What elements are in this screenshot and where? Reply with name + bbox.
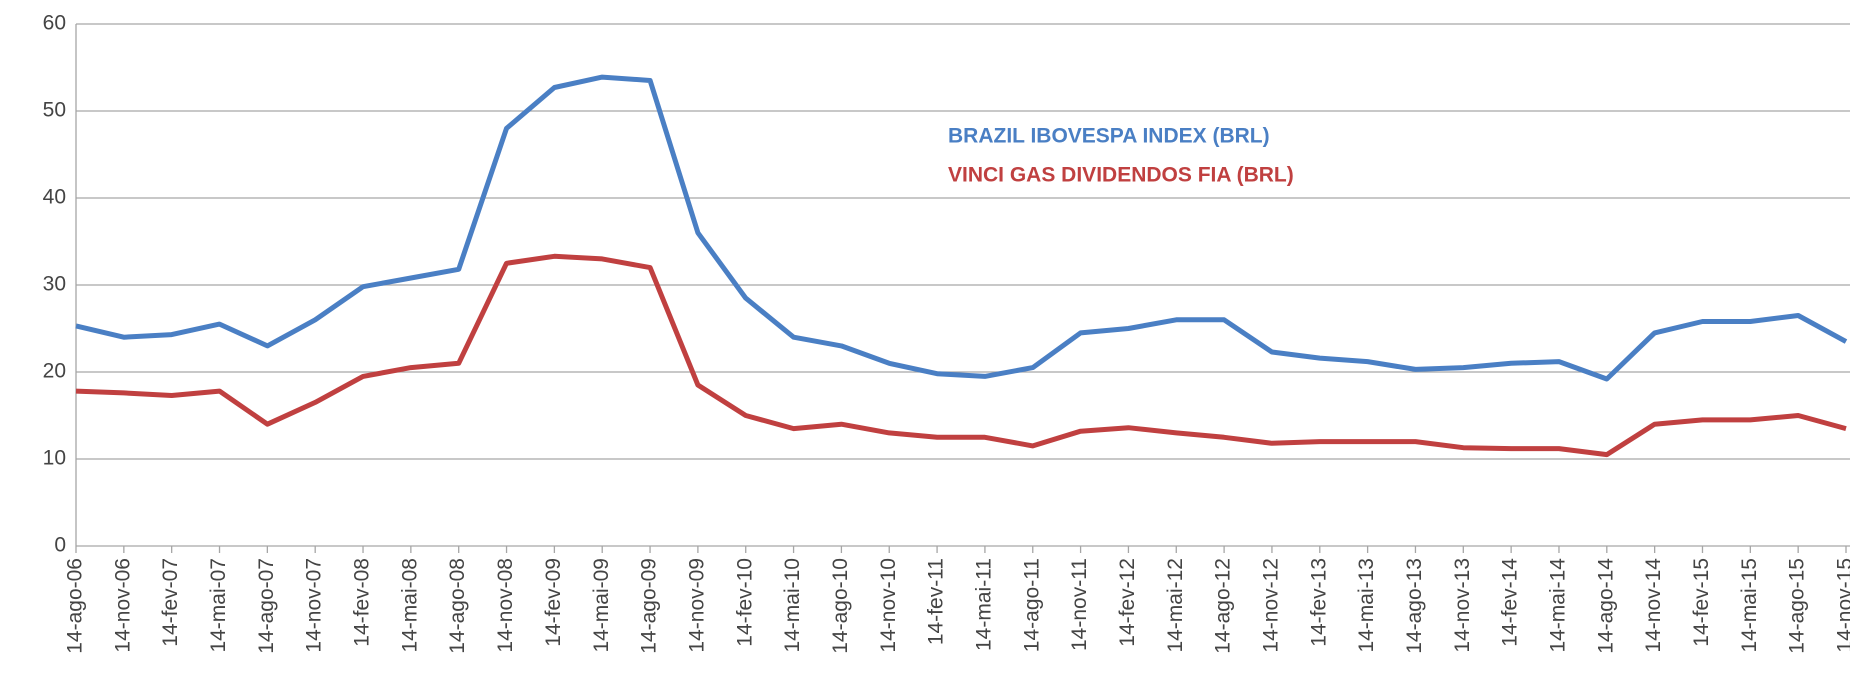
- x-tick-label: 14-fev-10: [733, 558, 756, 647]
- x-tick-label: 14-mai-11: [972, 558, 995, 651]
- y-tick-label: 40: [43, 186, 66, 209]
- x-tick-label: 14-mai-07: [207, 558, 230, 653]
- series-line: [75, 253, 1847, 458]
- x-tick-label: 14-nov-13: [1451, 558, 1474, 653]
- x-tick-label: 14-fev-09: [542, 558, 565, 647]
- y-tick-label: 30: [43, 273, 66, 296]
- x-tick-label: 14-fev-07: [159, 558, 182, 647]
- x-tick-label: 14-fev-13: [1307, 558, 1330, 647]
- x-tick-label: 14-mai-13: [1355, 558, 1378, 653]
- x-tick-label: 14-nov-12: [1259, 558, 1282, 653]
- x-tick-label: 14-ago-09: [638, 558, 661, 654]
- x-tick-label: 14-nov-07: [303, 558, 326, 653]
- x-tick-label: 14-ago-12: [1212, 558, 1235, 654]
- x-tick-label: 14-nov-14: [1642, 558, 1665, 653]
- x-tick-label: 14-ago-07: [255, 558, 278, 654]
- x-tick-label: 14-fev-15: [1690, 558, 1713, 647]
- x-tick-label: 14-mai-09: [590, 558, 613, 653]
- x-tick-label: 14-ago-14: [1594, 558, 1617, 654]
- legend-entry: VINCI GAS DIVIDENDOS FIA (BRL): [948, 164, 1294, 187]
- x-tick-label: 14-mai-12: [1164, 558, 1187, 653]
- x-tick-label: 14-ago-15: [1786, 558, 1809, 654]
- x-tick-label: 14-fev-11: [925, 558, 948, 645]
- y-tick-label: 50: [43, 99, 66, 122]
- x-tick-label: 14-ago-11: [1020, 558, 1043, 652]
- x-tick-label: 14-mai-08: [398, 558, 421, 653]
- x-tick-label: 14-nov-09: [685, 558, 708, 653]
- x-tick-label: 14-mai-10: [781, 558, 804, 653]
- x-tick-label: 14-fev-08: [351, 558, 374, 647]
- x-tick-label: 14-nov-15: [1834, 558, 1850, 653]
- x-tick-label: 14-fev-14: [1499, 558, 1522, 647]
- x-tick-label: 14-ago-10: [829, 558, 852, 654]
- x-tick-label: 14-fev-12: [1116, 558, 1139, 647]
- legend-entry: BRAZIL IBOVESPA INDEX (BRL): [948, 125, 1270, 148]
- series-line: [75, 74, 1848, 382]
- x-tick-label: 14-ago-08: [446, 558, 469, 654]
- y-tick-label: 20: [43, 360, 66, 383]
- x-tick-label: 14-mai-15: [1738, 558, 1761, 653]
- y-tick-label: 0: [54, 534, 66, 557]
- x-tick-label: 14-ago-06: [64, 558, 87, 654]
- x-tick-label: 14-nov-11: [1068, 558, 1091, 651]
- x-tick-label: 14-nov-10: [877, 558, 900, 653]
- x-tick-label: 14-ago-13: [1403, 558, 1426, 654]
- y-tick-label: 10: [43, 447, 66, 470]
- y-tick-label: 60: [43, 12, 66, 35]
- x-tick-label: 14-nov-08: [494, 558, 517, 653]
- x-tick-label: 14-nov-06: [111, 558, 134, 653]
- x-tick-label: 14-mai-14: [1547, 558, 1570, 653]
